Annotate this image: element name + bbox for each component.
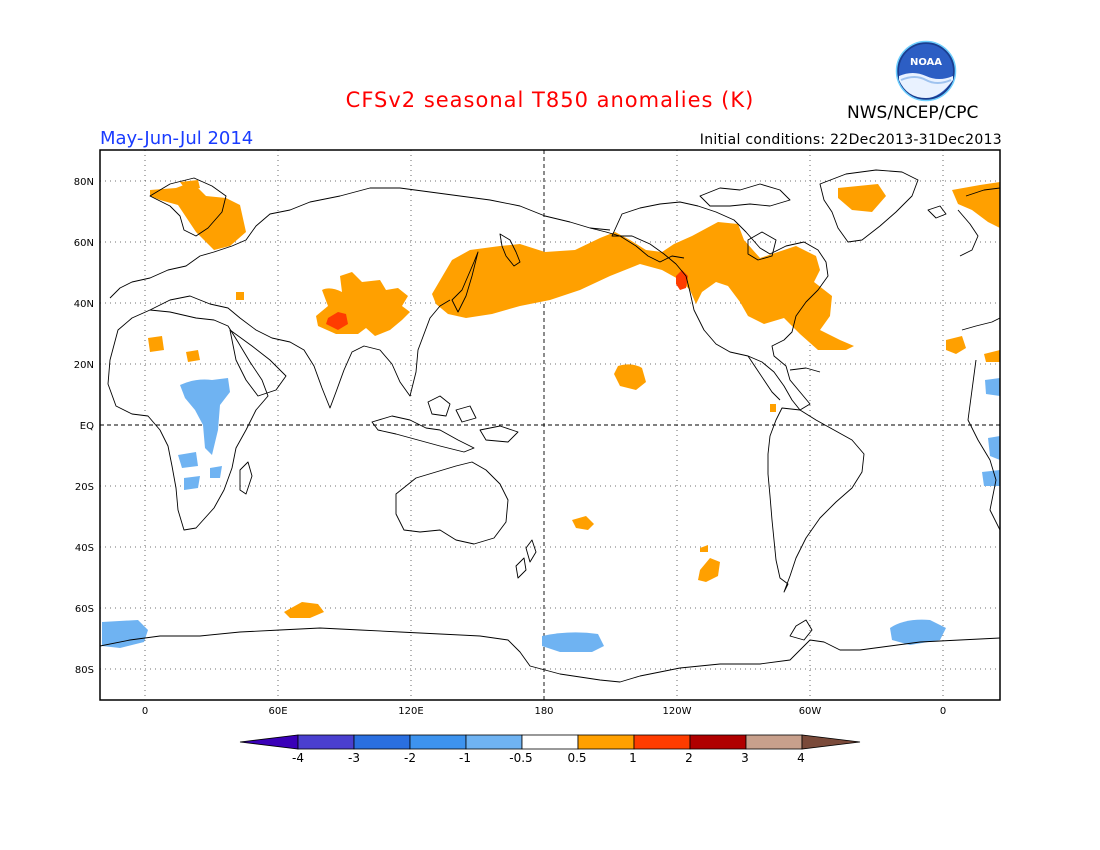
colorbar-swatch bbox=[521, 734, 579, 750]
colorbar-left-arrow bbox=[239, 734, 299, 750]
longitude-labels: 0 60E 120E 180 120W 60W 0 bbox=[142, 706, 946, 717]
colorbar-label: 0.5 bbox=[567, 751, 586, 765]
lat-label: 20S bbox=[75, 482, 94, 493]
noaa-logo: NOAA bbox=[895, 40, 957, 102]
lat-label: EQ bbox=[80, 421, 94, 432]
chart-title: CFSv2 seasonal T850 anomalies (K) bbox=[345, 88, 755, 112]
colorbar-swatch bbox=[297, 734, 355, 750]
lon-label: 120W bbox=[663, 706, 692, 717]
lat-label: 80S bbox=[75, 665, 94, 676]
map-content bbox=[100, 150, 1000, 700]
colorbar-label: -3 bbox=[348, 751, 360, 765]
svg-text:NOAA: NOAA bbox=[910, 57, 942, 68]
colorbar-label: 4 bbox=[797, 751, 805, 765]
colorbar-swatch bbox=[633, 734, 691, 750]
colorbar-right-arrow bbox=[801, 734, 861, 750]
season-label: May-Jun-Jul 2014 bbox=[100, 128, 254, 149]
colorbar-swatch bbox=[409, 734, 467, 750]
lon-label: 180 bbox=[534, 706, 553, 717]
lon-label: 0 bbox=[142, 706, 148, 717]
colorbar-label: 1 bbox=[629, 751, 637, 765]
positive-anomaly-shading bbox=[148, 180, 1000, 618]
colorbar-label: -2 bbox=[404, 751, 416, 765]
lon-label: 60E bbox=[268, 706, 287, 717]
negative-anomaly-shading bbox=[102, 378, 1000, 652]
color-bar bbox=[239, 734, 861, 750]
colorbar-label: 2 bbox=[685, 751, 693, 765]
initial-conditions-label: Initial conditions: 22Dec2013-31Dec2013 bbox=[699, 132, 1002, 148]
colorbar-label: -0.5 bbox=[509, 751, 532, 765]
lat-label: 60N bbox=[74, 238, 94, 249]
colorbar-swatch bbox=[689, 734, 747, 750]
colorbar-swatch bbox=[577, 734, 635, 750]
lon-label: 120E bbox=[398, 706, 423, 717]
colorbar-label: -1 bbox=[459, 751, 471, 765]
colorbar-swatch bbox=[745, 734, 803, 750]
latitude-labels: 80N 60N 40N 20N EQ 20S 40S 60S 80S bbox=[74, 177, 94, 676]
colorbar-swatch bbox=[465, 734, 523, 750]
agency-label: NWS/NCEP/CPC bbox=[847, 103, 979, 123]
lon-label: 0 bbox=[940, 706, 946, 717]
colorbar-swatch bbox=[353, 734, 411, 750]
lat-label: 80N bbox=[74, 177, 94, 188]
lat-label: 60S bbox=[75, 604, 94, 615]
lat-label: 40N bbox=[74, 299, 94, 310]
lon-label: 60W bbox=[799, 706, 822, 717]
colorbar-label: 3 bbox=[741, 751, 749, 765]
lat-label: 40S bbox=[75, 543, 94, 554]
colorbar-label: -4 bbox=[292, 751, 304, 765]
colorbar-labels: -4 -3 -2 -1 -0.5 0.5 1 2 3 4 bbox=[292, 751, 805, 765]
lat-label: 20N bbox=[74, 360, 94, 371]
coastlines bbox=[100, 169, 1000, 683]
map-frame bbox=[99, 149, 1001, 701]
